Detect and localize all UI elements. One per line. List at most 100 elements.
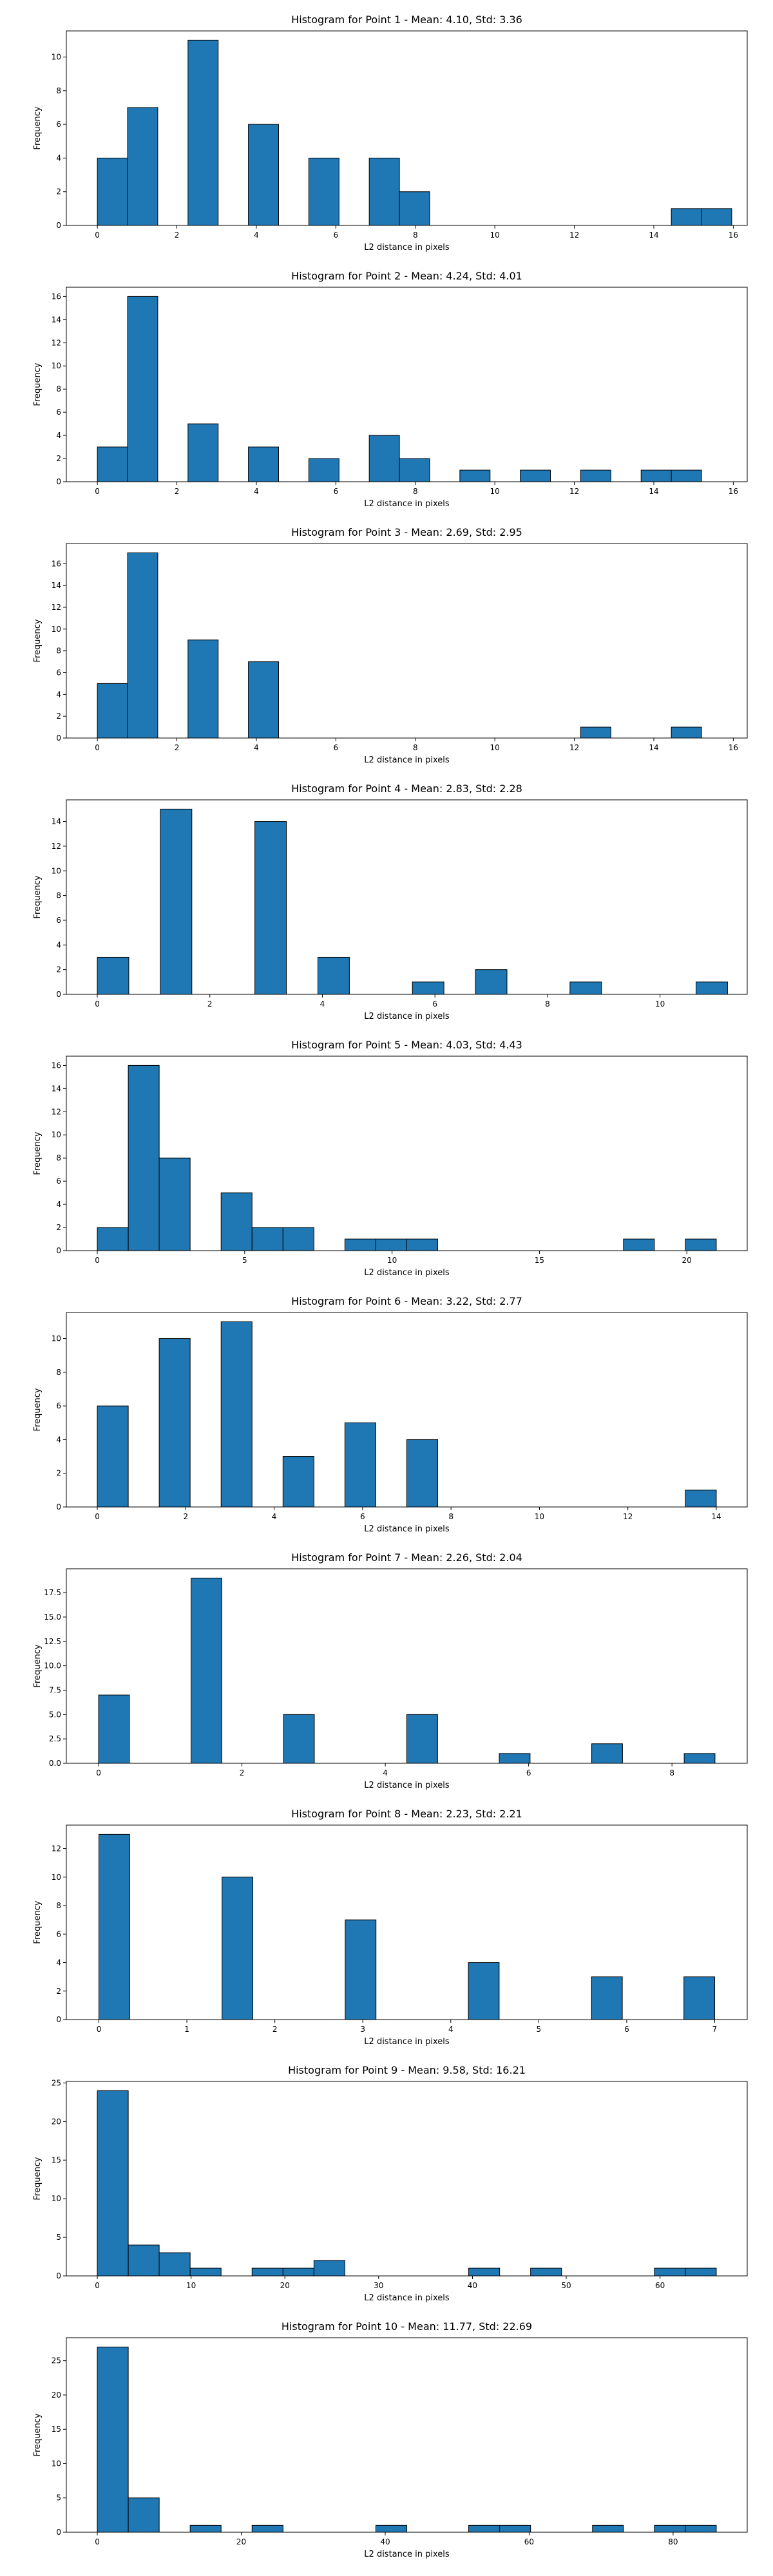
y-tick-label: 2 [56,712,61,721]
y-tick-label: 8 [56,1901,61,1910]
x-tick-label: 4 [320,999,325,1009]
histogram-bar-6 [683,1976,715,2020]
x-tick-label: 8 [413,231,418,240]
y-tick-label: 20 [52,2117,61,2126]
histogram-bar-1 [99,1833,130,2020]
y-tick-label: 2 [56,1987,61,1996]
y-tick-label: 12 [52,1107,61,1116]
y-tick-label: 12 [52,1844,61,1853]
x-tick-label: 8 [448,1512,453,1521]
histogram-bar-8 [468,2268,501,2277]
x-tick-label: 10 [535,1512,544,1521]
histogram-bar-5 [308,157,339,226]
x-tick-label: 4 [272,1512,277,1521]
x-tick-label: 0 [96,1768,101,1777]
histogram-bar-4 [220,1192,253,1251]
histogram-bar-3 [220,1321,253,1508]
x-tick-label: 6 [334,487,339,496]
histogram-bar-2 [128,1065,160,1251]
x-tick-label: 0 [95,1256,100,1265]
y-tick-label: 8 [56,1368,61,1377]
x-tick-label: 0 [95,1512,100,1521]
histogram-bar-11 [685,1238,717,1251]
y-tick-label: 8 [56,891,61,900]
chart-title: Histogram for Point 10 - Mean: 11.77, St… [282,2320,532,2333]
histogram-bar-6 [591,1743,623,1764]
y-tick-label: 20 [52,2391,61,2400]
x-tick-label: 0 [95,999,100,1009]
y-tick-label: 8 [56,86,61,95]
y-tick-label: 15.0 [44,1613,61,1622]
y-tick-label: 14 [52,581,61,590]
y-tick-label: 0 [56,2271,61,2280]
y-axis-label: Frequency [33,619,43,662]
x-tick-label: 12 [569,743,579,752]
x-tick-label: 40 [380,2537,390,2546]
histogram-bar-6 [368,157,400,226]
histogram-bar-2 [191,1577,222,1764]
y-tick-label: 6 [56,1401,61,1410]
histogram-bar-8 [459,469,491,482]
histogram-bar-3 [283,1714,315,1764]
histogram-bar-4 [251,2524,283,2533]
y-tick-label: 8 [56,384,61,393]
histogram-bar-7 [683,1753,716,1764]
y-tick-label: 10 [52,361,61,370]
x-axis-label: L2 distance in pixels [364,1268,450,1278]
histogram-bar-4 [189,2268,222,2277]
x-tick-label: 20 [236,2537,246,2546]
y-tick-label: 16 [52,292,61,301]
x-axis-label: L2 distance in pixels [364,2550,450,2559]
y-tick-label: 0 [56,2015,61,2024]
histogram-bar-6 [468,2524,501,2533]
y-tick-label: 4 [56,153,61,162]
x-tick-label: 10 [655,999,665,1009]
x-tick-label: 3 [360,2025,365,2034]
x-tick-label: 0 [95,2281,100,2290]
y-tick-label: 4 [56,1200,61,1209]
y-tick-label: 15 [52,2155,61,2164]
x-tick-label: 4 [254,231,259,240]
y-axis-label: Frequency [33,1900,43,1944]
histogram-bar-1 [97,1405,129,1508]
histogram-bar-6 [671,726,702,739]
y-tick-label: 0.0 [49,1759,61,1768]
x-tick-label: 2 [175,487,180,496]
histogram-bar-8 [375,1238,407,1251]
x-tick-label: 2 [183,1512,188,1521]
histogram-bar-9 [520,469,551,482]
histogram-bar-9 [530,2268,562,2277]
y-tick-label: 10 [52,866,61,875]
y-tick-label: 0 [56,1502,61,1511]
x-tick-label: 5 [537,2025,542,2034]
histogram-bar-7 [499,2524,531,2533]
histogram-chart-9: Histogram for Point 9 - Mean: 9.58, Std:… [33,2064,748,2303]
y-tick-label: 2 [56,454,61,463]
histogram-chart-4: Histogram for Point 4 - Mean: 2.83, Std:… [33,782,748,1021]
y-tick-label: 10 [52,1334,61,1343]
y-tick-label: 14 [52,817,61,826]
bars [98,1577,716,1764]
chart-title: Histogram for Point 7 - Mean: 2.26, Std:… [291,1551,522,1564]
y-tick-label: 12 [52,338,61,347]
y-tick-label: 0 [56,221,61,230]
chart-title: Histogram for Point 8 - Mean: 2.23, Std:… [291,1808,522,1820]
y-tick-label: 0 [56,477,61,486]
x-axis-label: L2 distance in pixels [364,755,450,765]
x-tick-label: 12 [569,487,579,496]
histogram-bar-9 [654,2524,686,2533]
x-tick-label: 8 [545,999,550,1009]
plot-frame [66,30,748,226]
histogram-bar-6 [475,969,508,995]
histogram-bar-1 [97,683,128,739]
chart-title: Histogram for Point 9 - Mean: 9.58, Std:… [288,2064,526,2076]
y-tick-label: 12 [52,842,61,851]
x-tick-label: 8 [669,1768,674,1777]
x-tick-label: 4 [254,743,259,752]
x-tick-label: 7 [712,2025,718,2034]
x-tick-label: 14 [649,743,658,752]
x-tick-label: 40 [468,2281,477,2290]
histogram-bar-6 [282,1227,314,1251]
x-tick-label: 10 [490,743,500,752]
